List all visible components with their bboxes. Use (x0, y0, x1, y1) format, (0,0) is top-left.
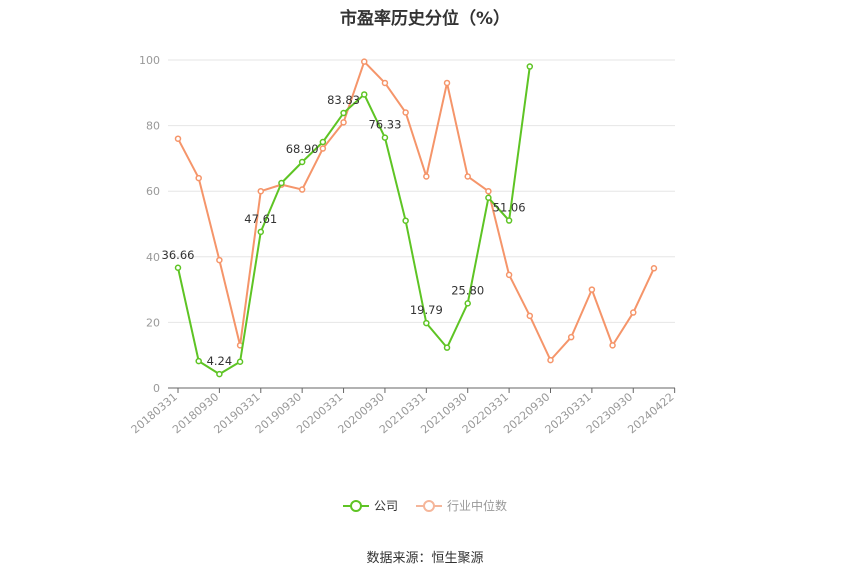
data-point-0 (236, 358, 244, 366)
data-point-0 (381, 134, 389, 141)
data-point-0 (360, 91, 368, 98)
data-point-1 (257, 187, 265, 195)
series-line-0 (177, 66, 531, 376)
data-point-0 (298, 158, 306, 166)
data-label: 25.80 (451, 283, 484, 297)
data-label: 83.83 (327, 93, 360, 107)
chart-title: 市盈率历史分位（%） (339, 9, 511, 29)
data-point-1 (547, 356, 554, 364)
y-tick-label: 100 (139, 54, 160, 67)
data-point-1 (423, 173, 430, 180)
data-point-0 (505, 217, 513, 224)
data-label: 36.66 (162, 248, 195, 262)
legend-industry-label: 行业中位数 (447, 499, 508, 513)
legend: 公司 行业中位数 (0, 497, 850, 514)
data-point-0 (195, 357, 202, 365)
y-tick-label: 20 (146, 316, 160, 329)
data-point-1 (609, 342, 616, 349)
y-tick-label: 60 (146, 185, 160, 198)
legend-item-company[interactable]: 公司 (342, 497, 398, 514)
data-point-1 (319, 145, 327, 152)
legend-industry-line-icon (416, 499, 442, 512)
legend-item-industry[interactable]: 行业中位数 (416, 497, 507, 514)
data-point-1 (505, 271, 513, 279)
data-point-0 (257, 228, 265, 236)
data-point-1 (298, 186, 306, 193)
data-point-1 (588, 286, 596, 293)
data-point-1 (174, 135, 182, 142)
y-tick-label: 80 (146, 120, 160, 133)
data-label: 51.06 (493, 201, 526, 215)
data-point-1 (526, 312, 534, 320)
y-tick-label: 40 (146, 251, 160, 264)
data-point-1 (630, 309, 637, 316)
data-point-0 (174, 264, 182, 272)
data-point-1 (381, 79, 389, 87)
data-point-0 (464, 300, 471, 307)
data-point-1 (464, 173, 471, 180)
data-point-0 (443, 344, 451, 351)
data-point-0 (216, 370, 223, 378)
data-label: 19.79 (410, 303, 443, 317)
data-point-1 (567, 333, 575, 341)
data-point-1 (360, 58, 368, 65)
data-point-1 (195, 174, 202, 182)
series-line-1 (177, 60, 655, 362)
data-point-1 (402, 109, 409, 116)
data-point-1 (340, 119, 347, 126)
data-point-0 (278, 179, 285, 187)
data-point-1 (216, 256, 223, 264)
data-point-0 (402, 217, 409, 224)
legend-company-line-icon (342, 499, 369, 512)
data-point-0 (526, 63, 534, 70)
data-label: 47.61 (244, 212, 277, 226)
data-point-1 (650, 265, 658, 272)
data-point-1 (443, 79, 451, 87)
x-tick-label: 20240422 (625, 390, 676, 436)
data-label: 68.90 (286, 142, 319, 156)
data-point-0 (485, 194, 492, 202)
data-point-0 (319, 138, 327, 146)
data-point-1 (485, 187, 492, 195)
data-label: 76.33 (368, 118, 401, 132)
data-label: 4.24 (207, 354, 233, 368)
legend-company-label: 公司 (373, 499, 398, 513)
data-point-0 (340, 109, 347, 117)
data-point-0 (423, 319, 430, 327)
source-note: 数据来源：恒生聚源 (366, 551, 484, 566)
y-tick-label: 0 (153, 382, 160, 395)
